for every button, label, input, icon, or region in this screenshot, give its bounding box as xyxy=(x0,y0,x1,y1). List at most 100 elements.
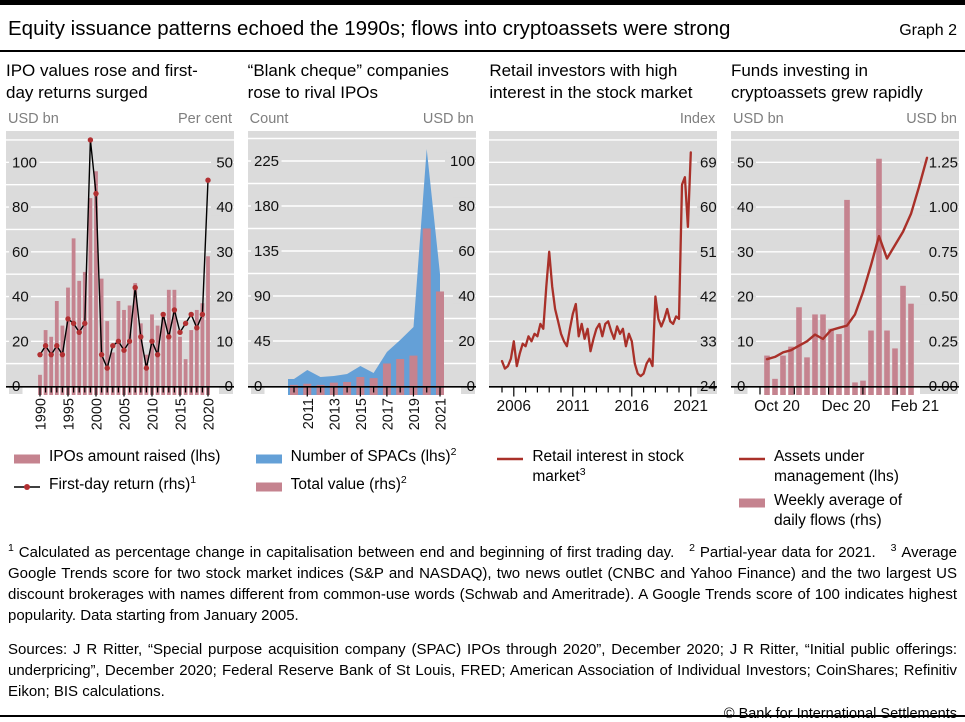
legend-item: First-day return (rhs)1 xyxy=(6,475,234,499)
svg-text:2011: 2011 xyxy=(300,398,316,429)
svg-text:69: 69 xyxy=(700,154,717,171)
panel-4: Funds investing in cryptoassets grew rapi… xyxy=(730,60,959,535)
svg-text:1.00: 1.00 xyxy=(929,199,958,216)
svg-text:1.25: 1.25 xyxy=(929,154,958,171)
legend-item: Assets under management (lhs) xyxy=(731,447,959,487)
right-axis-unit: Index xyxy=(679,111,716,127)
svg-text:0.50: 0.50 xyxy=(929,289,958,306)
svg-text:2015: 2015 xyxy=(354,398,370,430)
legend-label: Weekly average of daily flows (rhs) xyxy=(774,491,902,531)
legend-label-line: daily flows (rhs) xyxy=(773,512,882,529)
svg-text:2020: 2020 xyxy=(202,398,218,430)
axis-units-row: Index xyxy=(489,111,717,130)
legend: Assets under management (lhs) Weekly avera… xyxy=(731,447,959,531)
panel-title: IPO values rose and first-day returns su… xyxy=(6,60,234,108)
svg-text:40: 40 xyxy=(12,289,29,306)
legend-swatch xyxy=(738,495,765,515)
header: Equity issuance patterns echoed the 1990… xyxy=(0,5,965,50)
legend-swatch xyxy=(255,451,282,471)
bottom-rule xyxy=(0,715,965,717)
left-axis-unit: Count xyxy=(249,111,289,127)
legend-label: First-day return (rhs)1 xyxy=(49,475,196,495)
left-axis-unit: USD bn xyxy=(8,111,59,127)
svg-text:2013: 2013 xyxy=(327,398,343,430)
svg-text:20: 20 xyxy=(737,289,754,306)
svg-text:100: 100 xyxy=(450,153,475,170)
svg-text:20: 20 xyxy=(12,333,29,350)
panel-title-line: cryptoassets grew rapidly xyxy=(730,83,923,102)
legend-label-line: Weekly average of xyxy=(773,492,903,509)
svg-text:60: 60 xyxy=(700,199,717,216)
legend-label-line: Assets under xyxy=(773,448,865,465)
axis-units-row: USD bn Per cent xyxy=(6,111,234,130)
legend-label-line: First-day return (rhs)1 xyxy=(49,473,197,493)
page-title: Equity issuance patterns echoed the 1990… xyxy=(8,17,731,40)
svg-text:30: 30 xyxy=(216,244,233,261)
legend-area-blue-icon xyxy=(255,454,282,464)
svg-text:60: 60 xyxy=(12,244,29,261)
svg-text:Dec 20: Dec 20 xyxy=(821,398,870,415)
svg-text:135: 135 xyxy=(254,243,279,260)
legend-item: IPOs amount raised (lhs) xyxy=(6,447,234,471)
svg-text:80: 80 xyxy=(12,199,29,216)
svg-text:40: 40 xyxy=(458,288,475,305)
svg-text:225: 225 xyxy=(254,153,279,170)
panel-3: Retail investors with high interest in th… xyxy=(489,60,720,535)
panel-title-line: rose to rival IPOs xyxy=(247,83,379,102)
legend-item: Retail interest in stock market3 xyxy=(489,447,717,487)
svg-text:2006: 2006 xyxy=(497,398,531,415)
svg-text:2015: 2015 xyxy=(174,398,190,430)
legend-label: Retail interest in stock market3 xyxy=(532,447,684,487)
legend-label: Total value (rhs)2 xyxy=(291,475,407,495)
left-axis-unit: USD bn xyxy=(732,111,784,127)
svg-text:40: 40 xyxy=(216,199,233,216)
legend-bar-pink-icon xyxy=(14,454,40,464)
svg-text:20: 20 xyxy=(458,333,475,350)
right-axis-unit: USD bn xyxy=(422,111,474,127)
footnote-marker: 1 xyxy=(8,542,14,554)
graph-number-label: Graph 2 xyxy=(899,22,957,39)
legend-bar-pink-icon xyxy=(738,498,765,508)
panel-title-line: Funds investing in xyxy=(730,61,868,80)
svg-text:2017: 2017 xyxy=(380,398,396,430)
svg-text:2011: 2011 xyxy=(556,398,589,415)
right-axis-unit: Per cent xyxy=(178,111,232,127)
svg-text:90: 90 xyxy=(254,288,271,305)
svg-text:0.25: 0.25 xyxy=(929,333,958,350)
legend-line-red-icon xyxy=(497,457,524,461)
legend-item: Total value (rhs)2 xyxy=(248,475,476,499)
svg-text:2005: 2005 xyxy=(118,398,134,430)
svg-text:30: 30 xyxy=(737,244,754,261)
svg-text:2021: 2021 xyxy=(433,398,449,430)
svg-text:2016: 2016 xyxy=(615,398,649,415)
svg-text:1990: 1990 xyxy=(34,398,50,430)
legend-label-line: IPOs amount raised (lhs) xyxy=(49,448,221,465)
legend-swatch xyxy=(255,479,282,499)
right-axis-unit: USD bn xyxy=(906,111,957,127)
legend-label: IPOs amount raised (lhs) xyxy=(49,447,220,467)
legend-swatch xyxy=(738,451,765,471)
panel-title-line: “Blank cheque” companies xyxy=(247,61,449,80)
legend: Retail interest in stock market3 xyxy=(489,447,717,487)
axis-units-row: Count USD bn xyxy=(248,111,476,130)
panel-title: “Blank cheque” companies rose to rival IP… xyxy=(248,60,476,108)
legend-swatch xyxy=(497,451,524,471)
copyright: © Bank for International Settlements xyxy=(723,706,957,722)
legend-label: Assets under management (lhs) xyxy=(774,447,899,487)
panel-title: Retail investors with high interest in th… xyxy=(489,60,717,108)
legend-item: Number of SPACs (lhs)2 xyxy=(248,447,476,471)
svg-text:45: 45 xyxy=(254,333,271,350)
svg-text:1995: 1995 xyxy=(62,398,78,430)
svg-text:60: 60 xyxy=(458,243,475,260)
legend-label-line: Retail interest in stock xyxy=(532,448,684,465)
legend-label-line: market3 xyxy=(532,465,586,485)
svg-text:50: 50 xyxy=(216,154,233,171)
legend-line-black-dot-icon xyxy=(14,484,40,490)
axis-units-row: USD bn USD bn xyxy=(731,111,959,130)
legend-label-line: management (lhs) xyxy=(773,468,899,485)
legend-swatch xyxy=(14,451,40,471)
svg-text:Oct 20: Oct 20 xyxy=(754,398,800,415)
svg-text:10: 10 xyxy=(737,333,754,350)
panel-title-line: Retail investors with high xyxy=(489,61,678,80)
svg-text:100: 100 xyxy=(12,154,37,171)
